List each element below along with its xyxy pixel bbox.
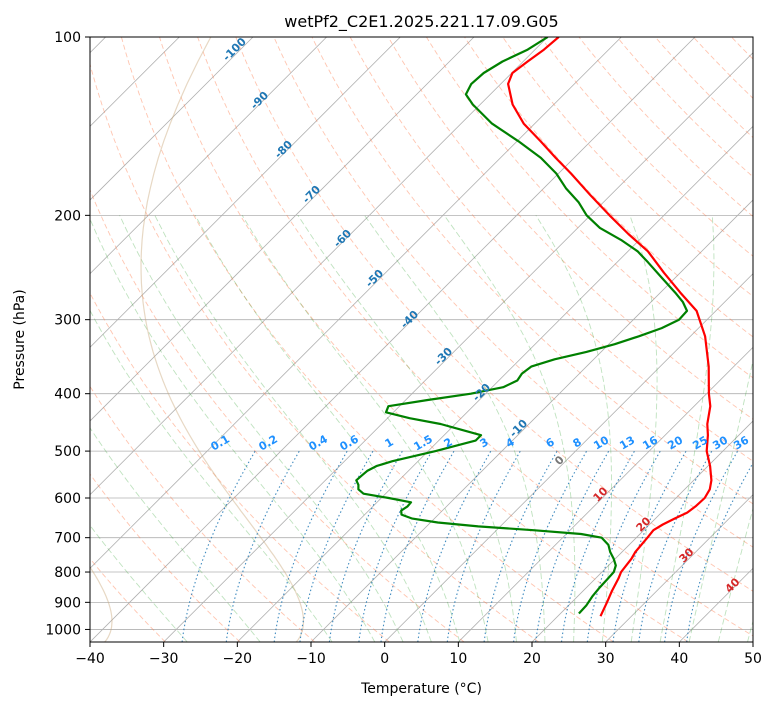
x-tick-label: 0: [380, 651, 389, 667]
y-tick-label: 400: [54, 387, 81, 403]
y-tick-label: 200: [54, 208, 81, 224]
y-tick-label: 600: [54, 491, 81, 507]
y-tick-label: 100: [54, 30, 81, 46]
x-tick-label: −20: [223, 651, 253, 667]
y-tick-label: 300: [54, 313, 81, 329]
x-axis-label: Temperature (°C): [360, 681, 482, 697]
y-tick-label: 900: [54, 595, 81, 611]
x-tick-label: 20: [523, 651, 541, 667]
y-tick-label: 1000: [45, 622, 81, 638]
x-tick-label: 50: [744, 651, 762, 667]
chart-title: wetPf2_C2E1.2025.221.17.09.G05: [284, 12, 558, 32]
x-tick-label: −10: [296, 651, 326, 667]
x-tick-label: 30: [597, 651, 615, 667]
x-tick-label: −40: [75, 651, 105, 667]
x-tick-label: 40: [670, 651, 688, 667]
y-axis-label: Pressure (hPa): [12, 289, 28, 389]
x-tick-label: −30: [149, 651, 179, 667]
x-tick-label: 10: [449, 651, 467, 667]
y-tick-label: 700: [54, 531, 81, 547]
y-tick-label: 500: [54, 444, 81, 460]
y-tick-label: 800: [54, 565, 81, 581]
